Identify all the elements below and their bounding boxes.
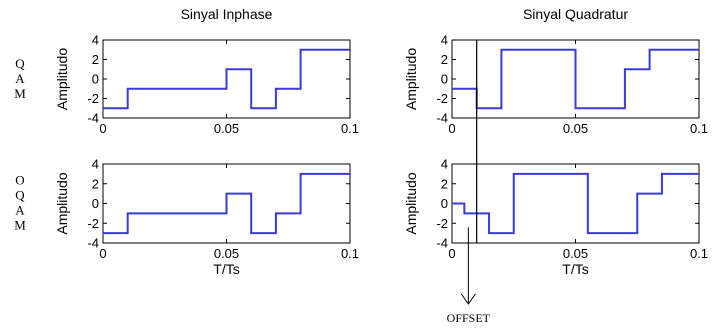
y-tick-label: 2 — [92, 52, 99, 67]
y-tick-label: -4 — [436, 111, 448, 126]
y-tick-label: 4 — [92, 157, 99, 172]
series-line — [103, 172, 350, 235]
x-axis-label: T/Ts — [213, 261, 239, 277]
y-tick-label: -2 — [436, 216, 448, 231]
x-tick-label: 0 — [448, 121, 455, 136]
offset-annotation: OFFSET — [447, 40, 491, 325]
series-line — [452, 172, 699, 235]
y-tick-label: 0 — [441, 72, 448, 87]
x-tick-label: 0.1 — [690, 246, 708, 261]
x-tick-label: 0.05 — [563, 246, 588, 261]
x-tick-label: 0.05 — [214, 121, 239, 136]
series-line — [103, 48, 350, 110]
panel-title: Sinyal Inphase — [181, 6, 273, 22]
x-tick-label: 0.1 — [341, 121, 359, 136]
y-tick-label: 4 — [441, 33, 448, 48]
y-axis-label: Amplitudo — [54, 48, 70, 110]
panel-title: Sinyal Quadratur — [523, 6, 628, 22]
y-tick-label: -4 — [436, 236, 448, 251]
y-axis-label: Amplitudo — [54, 172, 70, 234]
x-tick-label: 0 — [99, 121, 106, 136]
x-tick-label: 0 — [99, 246, 106, 261]
offset-arrow-head — [460, 293, 476, 305]
x-tick-label: 0.05 — [214, 246, 239, 261]
x-tick-label: 0.1 — [341, 246, 359, 261]
y-tick-label: 2 — [441, 176, 448, 191]
row-labels: Q A M O Q A M — [14, 56, 26, 233]
y-axis-label: Amplitudo — [403, 48, 419, 110]
x-tick-label: 0.05 — [563, 121, 588, 136]
y-axis-label: Amplitudo — [403, 172, 419, 234]
y-tick-label: 4 — [441, 157, 448, 172]
offset-label: OFFSET — [447, 311, 491, 325]
y-tick-label: 0 — [92, 72, 99, 87]
y-tick-label: -2 — [87, 216, 99, 231]
y-tick-label: -4 — [87, 236, 99, 251]
x-tick-label: 0 — [448, 246, 455, 261]
y-tick-label: 2 — [441, 52, 448, 67]
y-tick-label: 2 — [92, 176, 99, 191]
y-tick-label: -2 — [436, 91, 448, 106]
y-tick-label: 0 — [92, 196, 99, 211]
x-axis-label: T/Ts — [562, 261, 588, 277]
y-tick-label: -2 — [87, 91, 99, 106]
y-tick-label: 0 — [441, 196, 448, 211]
y-tick-label: 4 — [92, 33, 99, 48]
y-tick-label: -4 — [87, 111, 99, 126]
x-tick-label: 0.1 — [690, 121, 708, 136]
